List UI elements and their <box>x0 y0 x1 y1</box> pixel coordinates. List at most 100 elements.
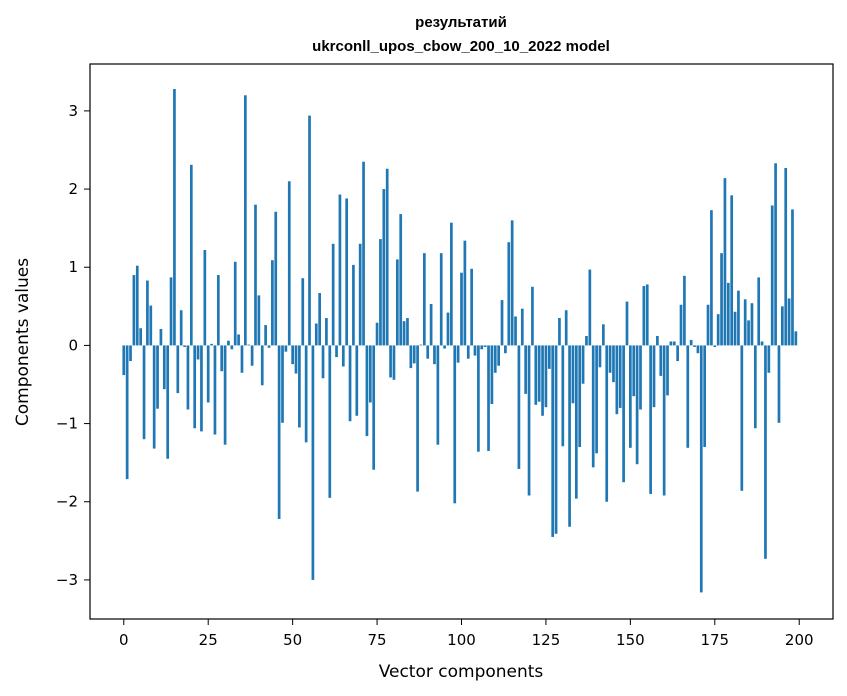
bar-116 <box>514 316 517 346</box>
bar-12 <box>162 345 166 390</box>
bar-155 <box>645 284 649 346</box>
bar-144 <box>608 345 612 373</box>
bar-94 <box>439 253 443 346</box>
bar-92 <box>433 345 436 365</box>
x-tick-label: 0 <box>119 631 129 649</box>
bar-84 <box>406 318 409 346</box>
bar-182 <box>737 290 740 346</box>
bar-123 <box>537 345 541 402</box>
x-axis-label: Vector components <box>379 662 544 682</box>
bar-60 <box>325 318 328 346</box>
bar-142 <box>601 324 605 346</box>
bar-148 <box>622 345 625 483</box>
bar-39 <box>254 204 257 346</box>
bar-112 <box>500 300 504 346</box>
bar-9 <box>152 345 156 449</box>
y-tick-label: 0 <box>68 336 78 354</box>
bar-113 <box>504 345 507 354</box>
bar-191 <box>767 345 771 373</box>
y-tick-label: 1 <box>68 258 78 276</box>
bar-125 <box>544 345 548 408</box>
bar-162 <box>669 341 673 346</box>
bar-31 <box>227 340 230 346</box>
bar-75 <box>375 322 379 346</box>
bar-93 <box>436 345 440 445</box>
bar-70 <box>358 243 362 346</box>
bar-164 <box>676 345 679 362</box>
y-axis-ticks: −3 −2 −1 0 1 2 3 <box>56 102 90 589</box>
bar-6 <box>142 345 146 440</box>
bar-25 <box>206 345 210 403</box>
bar-184 <box>743 299 747 346</box>
x-tick-label: 200 <box>785 631 814 649</box>
bar-30 <box>223 345 227 445</box>
bar-139 <box>591 345 595 468</box>
bar-179 <box>726 282 730 346</box>
bar-65 <box>341 345 345 367</box>
bar-101 <box>463 240 467 346</box>
bar-1 <box>125 345 129 480</box>
bar-168 <box>689 339 693 346</box>
bar-83 <box>402 321 406 346</box>
bar-106 <box>480 345 484 350</box>
bar-147 <box>618 345 622 408</box>
bar-13 <box>166 345 170 459</box>
bar-46 <box>277 345 281 519</box>
y-axis-label: Components values <box>13 258 33 426</box>
bar-157 <box>652 345 656 408</box>
bar-194 <box>777 345 781 423</box>
bar-62 <box>331 243 335 346</box>
bar-41 <box>260 345 264 386</box>
bar-118 <box>520 308 524 346</box>
bar-199 <box>794 331 798 346</box>
bar-135 <box>578 345 582 448</box>
bar-63 <box>335 345 338 358</box>
bar-145 <box>612 345 615 383</box>
bar-90 <box>426 345 430 359</box>
bar-177 <box>720 253 723 346</box>
bar-22 <box>196 345 200 360</box>
bar-115 <box>510 220 514 346</box>
bar-8 <box>149 305 153 346</box>
bar-197 <box>787 298 791 346</box>
bar-138 <box>588 269 592 346</box>
bar-151 <box>632 345 636 397</box>
bar-88 <box>419 344 423 346</box>
y-tick-label: 3 <box>68 102 78 120</box>
bar-15 <box>173 89 176 346</box>
bar-34 <box>237 334 240 346</box>
bar-77 <box>382 189 386 346</box>
bar-5 <box>139 328 143 346</box>
bars-group <box>122 89 798 593</box>
bar-80 <box>392 345 396 380</box>
bar-35 <box>240 345 244 373</box>
bar-96 <box>446 312 450 346</box>
bar-190 <box>764 345 767 559</box>
bar-172 <box>703 345 707 448</box>
bar-160 <box>662 345 666 496</box>
bar-130 <box>561 345 565 447</box>
bar-134 <box>574 345 578 499</box>
bar-193 <box>774 163 777 346</box>
bar-198 <box>791 209 794 346</box>
bar-11 <box>159 328 163 346</box>
x-tick-label: 50 <box>283 631 302 649</box>
bar-121 <box>531 286 534 346</box>
bar-74 <box>372 345 376 470</box>
bar-137 <box>585 336 588 346</box>
bar-50 <box>291 345 294 365</box>
bar-66 <box>345 198 349 346</box>
bar-21 <box>193 345 197 429</box>
bar-48 <box>284 345 288 352</box>
bar-61 <box>328 345 332 498</box>
bar-7 <box>146 280 149 346</box>
bar-103 <box>470 268 473 346</box>
bar-117 <box>517 345 521 469</box>
bar-159 <box>659 345 663 376</box>
bar-99 <box>456 345 460 363</box>
bar-69 <box>355 345 359 416</box>
bar-158 <box>656 336 659 346</box>
bar-23 <box>200 345 203 432</box>
bar-122 <box>534 345 538 405</box>
bar-73 <box>368 345 372 403</box>
